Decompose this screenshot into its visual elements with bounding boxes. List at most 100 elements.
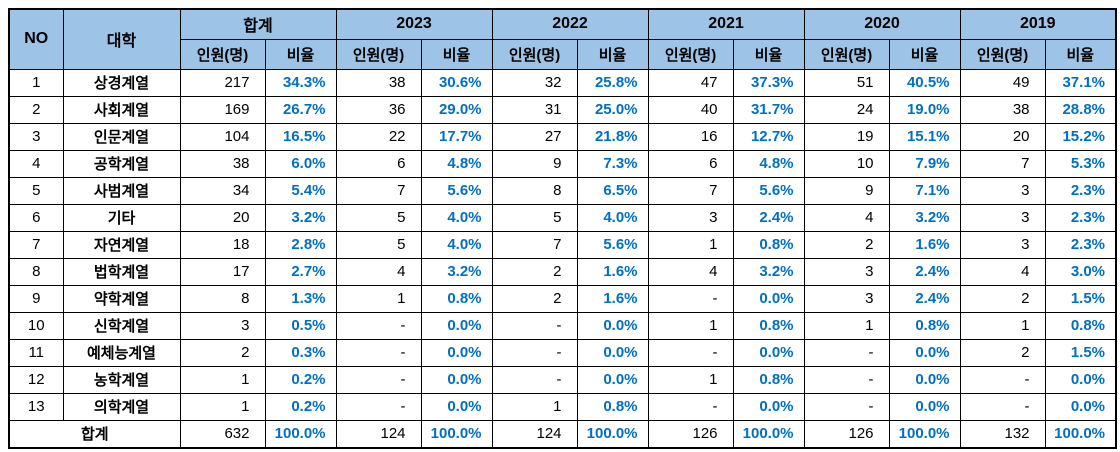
- ratio-cell: 1.3%: [264, 284, 337, 313]
- ratio-cell: 5.3%: [1044, 149, 1117, 178]
- ratio-cell: 37.3%: [732, 68, 805, 97]
- col-group-2021: 2021: [647, 8, 805, 40]
- count-cell: 6: [335, 149, 422, 178]
- no-cell: 11: [8, 338, 64, 367]
- ratio-cell: 40.5%: [888, 68, 961, 97]
- ratio-cell: 0.8%: [888, 311, 961, 340]
- col-subheader-ratio: 비율: [888, 38, 961, 70]
- category-cell: 약학계열: [62, 284, 181, 313]
- count-cell: 5: [491, 203, 578, 232]
- ratio-cell: 30.6%: [420, 68, 493, 97]
- count-cell: 3: [647, 203, 734, 232]
- count-cell: 49: [959, 68, 1046, 97]
- category-cell: 법학계열: [62, 257, 181, 286]
- col-subheader-ratio: 비율: [576, 38, 649, 70]
- no-cell: 12: [8, 365, 64, 394]
- count-cell: 9: [491, 149, 578, 178]
- col-subheader-ratio: 비율: [732, 38, 805, 70]
- ratio-cell: 100.0%: [732, 419, 805, 449]
- ratio-cell: 4.0%: [576, 203, 649, 232]
- ratio-cell: 5.6%: [732, 176, 805, 205]
- count-cell: 126: [647, 419, 734, 449]
- ratio-cell: 3.2%: [264, 203, 337, 232]
- category-cell: 공학계열: [62, 149, 181, 178]
- ratio-cell: 5.6%: [420, 176, 493, 205]
- table-row: 7 자연계열 18 2.8% 5 4.0% 7 5.6% 1 0.8% 2 1.…: [8, 230, 1117, 259]
- ratio-cell: 29.0%: [420, 95, 493, 124]
- count-cell: -: [959, 365, 1046, 394]
- ratio-cell: 2.4%: [888, 284, 961, 313]
- count-cell: 32: [491, 68, 578, 97]
- count-cell: 4: [959, 257, 1046, 286]
- count-cell: 7: [647, 176, 734, 205]
- category-cell: 사회계열: [62, 95, 181, 124]
- table-row: 11 예체능계열 2 0.3% - 0.0% - 0.0% - 0.0% - 0…: [8, 338, 1117, 367]
- category-cell: 인문계열: [62, 122, 181, 151]
- count-cell: 10: [803, 149, 890, 178]
- count-cell: 36: [335, 95, 422, 124]
- count-cell: 124: [491, 419, 578, 449]
- no-cell: 7: [8, 230, 64, 259]
- count-cell: 8: [491, 176, 578, 205]
- ratio-cell: 0.0%: [420, 365, 493, 394]
- ratio-cell: 25.8%: [576, 68, 649, 97]
- count-cell: 3: [179, 311, 266, 340]
- ratio-cell: 1.6%: [576, 284, 649, 313]
- count-cell: 40: [647, 95, 734, 124]
- count-cell: -: [647, 338, 734, 367]
- ratio-cell: 100.0%: [576, 419, 649, 449]
- table-row: 3 인문계열 104 16.5% 22 17.7% 27 21.8% 16 12…: [8, 122, 1117, 151]
- table-row: 2 사회계열 169 26.7% 36 29.0% 31 25.0% 40 31…: [8, 95, 1117, 124]
- col-subheader-count: 인원(명): [959, 38, 1046, 70]
- count-cell: 1: [959, 311, 1046, 340]
- ratio-cell: 0.0%: [420, 311, 493, 340]
- ratio-cell: 1.5%: [1044, 284, 1117, 313]
- no-cell: 6: [8, 203, 64, 232]
- ratio-cell: 37.1%: [1044, 68, 1117, 97]
- no-cell: 10: [8, 311, 64, 340]
- ratio-cell: 100.0%: [264, 419, 337, 449]
- ratio-cell: 3.0%: [1044, 257, 1117, 286]
- ratio-cell: 100.0%: [420, 419, 493, 449]
- count-cell: 4: [335, 257, 422, 286]
- count-cell: -: [803, 392, 890, 421]
- category-cell: 상경계열: [62, 68, 181, 97]
- no-cell: 3: [8, 122, 64, 151]
- count-cell: 4: [803, 203, 890, 232]
- ratio-cell: 0.2%: [264, 365, 337, 394]
- ratio-cell: 7.1%: [888, 176, 961, 205]
- count-cell: 5: [335, 203, 422, 232]
- ratio-cell: 15.2%: [1044, 122, 1117, 151]
- ratio-cell: 25.0%: [576, 95, 649, 124]
- ratio-cell: 1.5%: [1044, 338, 1117, 367]
- ratio-cell: 0.8%: [732, 311, 805, 340]
- ratio-cell: 2.3%: [1044, 203, 1117, 232]
- ratio-cell: 0.8%: [732, 365, 805, 394]
- table-row: 5 사범계열 34 5.4% 7 5.6% 8 6.5% 7 5.6% 9 7.…: [8, 176, 1117, 205]
- col-subheader-count: 인원(명): [647, 38, 734, 70]
- ratio-cell: 16.5%: [264, 122, 337, 151]
- count-cell: -: [491, 311, 578, 340]
- count-cell: 1: [179, 392, 266, 421]
- count-cell: 1: [335, 284, 422, 313]
- count-cell: 4: [647, 257, 734, 286]
- count-cell: 132: [959, 419, 1046, 449]
- ratio-cell: 6.5%: [576, 176, 649, 205]
- ratio-cell: 15.1%: [888, 122, 961, 151]
- count-cell: 47: [647, 68, 734, 97]
- count-cell: -: [335, 392, 422, 421]
- ratio-cell: 0.0%: [732, 338, 805, 367]
- ratio-cell: 3.2%: [888, 203, 961, 232]
- count-cell: 2: [959, 338, 1046, 367]
- table-row: 4 공학계열 38 6.0% 6 4.8% 9 7.3% 6 4.8% 10 7…: [8, 149, 1117, 178]
- ratio-cell: 100.0%: [888, 419, 961, 449]
- category-cell: 기타: [62, 203, 181, 232]
- col-subheader-ratio: 비율: [264, 38, 337, 70]
- ratio-cell: 2.3%: [1044, 230, 1117, 259]
- ratio-cell: 7.3%: [576, 149, 649, 178]
- count-cell: -: [803, 338, 890, 367]
- ratio-cell: 12.7%: [732, 122, 805, 151]
- count-cell: 20: [959, 122, 1046, 151]
- ratio-cell: 2.3%: [1044, 176, 1117, 205]
- no-cell: 8: [8, 257, 64, 286]
